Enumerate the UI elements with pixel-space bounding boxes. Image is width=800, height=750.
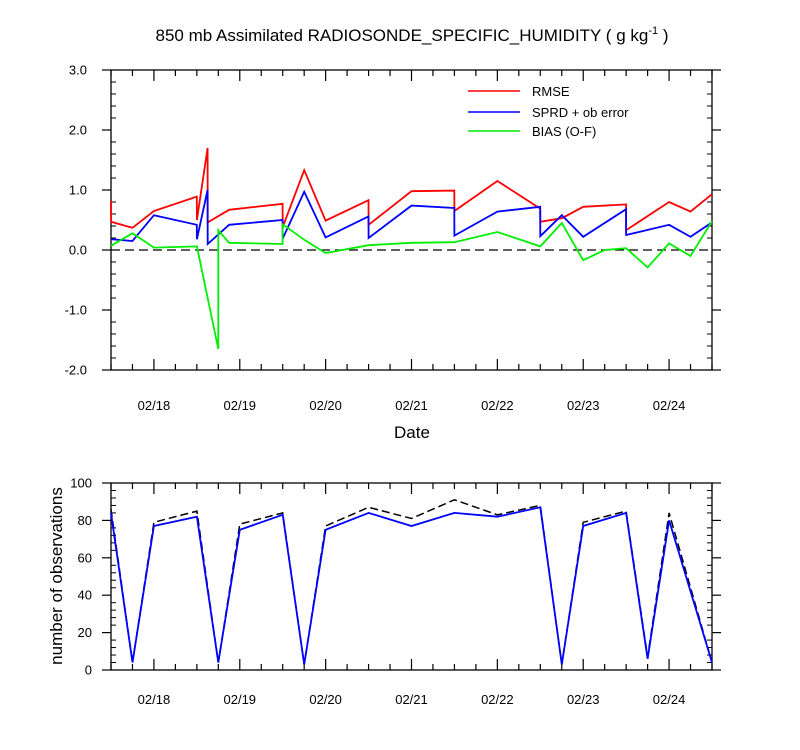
bottom-y-tick-label: 20 bbox=[78, 625, 92, 640]
bottom-x-tick-label: 02/18 bbox=[138, 692, 171, 707]
top-x-tick-label: 02/21 bbox=[395, 398, 428, 413]
legend-label-bias: BIAS (O-F) bbox=[532, 124, 596, 139]
bottom-y-tick-label: 80 bbox=[78, 513, 92, 528]
bottom-x-tick-label: 02/23 bbox=[567, 692, 600, 707]
top-x-tick-label: 02/24 bbox=[653, 398, 686, 413]
top-x-tick-label: 02/23 bbox=[567, 398, 600, 413]
bottom-y-tick-label: 60 bbox=[78, 550, 92, 565]
top-y-tick-label: -1.0 bbox=[65, 303, 87, 318]
chart-title: 850 mb Assimilated RADIOSONDE_SPECIFIC_H… bbox=[156, 25, 669, 45]
top-series-rmse bbox=[110, 147, 713, 232]
bottom-series-observations-assimilated bbox=[110, 506, 713, 665]
bottom-x-tick-label: 02/24 bbox=[653, 692, 686, 707]
bottom-series-observations-possible bbox=[110, 498, 713, 665]
legend-label-rmse: RMSE bbox=[532, 84, 570, 99]
top-y-tick-label: 0.0 bbox=[69, 243, 87, 258]
top-plot-tick-labels: -2.0 -1.0 0.0 1.0 2.0 3.0 02/18 02/19 02/20 02/21… bbox=[65, 63, 686, 414]
chart-title-main: 850 mb Assimilated RADIOSONDE_SPECIFIC_H… bbox=[156, 26, 649, 45]
bottom-x-tick-label: 02/19 bbox=[224, 692, 257, 707]
bottom-y-tick-label: 100 bbox=[70, 476, 92, 491]
top-plot-series bbox=[110, 147, 713, 350]
bottom-plot-series bbox=[110, 498, 713, 665]
y-axis-title-bottom: number of observations bbox=[47, 487, 66, 665]
chart-title-suffix: ) bbox=[658, 26, 668, 45]
bottom-x-tick-label: 02/21 bbox=[395, 692, 428, 707]
chart-title-superscript: -1 bbox=[648, 25, 658, 37]
top-series-sprd-ob-error bbox=[110, 189, 713, 247]
top-y-tick-label: 2.0 bbox=[69, 123, 87, 138]
bottom-x-tick-label: 02/20 bbox=[309, 692, 342, 707]
top-x-tick-label: 02/18 bbox=[138, 398, 171, 413]
top-series-bias-o-f- bbox=[110, 220, 713, 350]
top-y-tick-label: 3.0 bbox=[69, 63, 87, 78]
top-x-tick-label: 02/20 bbox=[309, 398, 342, 413]
top-x-tick-label: 02/19 bbox=[224, 398, 257, 413]
top-y-tick-label: 1.0 bbox=[69, 183, 87, 198]
top-plot-ticks bbox=[102, 69, 721, 371]
bottom-y-tick-label: 0 bbox=[85, 663, 92, 678]
bottom-y-tick-label: 40 bbox=[78, 588, 92, 603]
bottom-plot-frame bbox=[110, 482, 713, 671]
top-y-tick-label: -2.0 bbox=[65, 363, 87, 378]
bottom-plot-ticks bbox=[102, 482, 721, 671]
legend: RMSE SPRD + ob error BIAS (O-F) bbox=[468, 84, 629, 139]
x-axis-title: Date bbox=[394, 423, 430, 442]
bottom-plot-tick-labels: 0 20 40 60 80 100 02/18 02/19 02/20 02/21 02/22 02/… bbox=[70, 476, 685, 708]
top-x-tick-label: 02/22 bbox=[481, 398, 514, 413]
legend-label-sprd: SPRD + ob error bbox=[532, 105, 629, 120]
bottom-x-tick-label: 02/22 bbox=[481, 692, 514, 707]
